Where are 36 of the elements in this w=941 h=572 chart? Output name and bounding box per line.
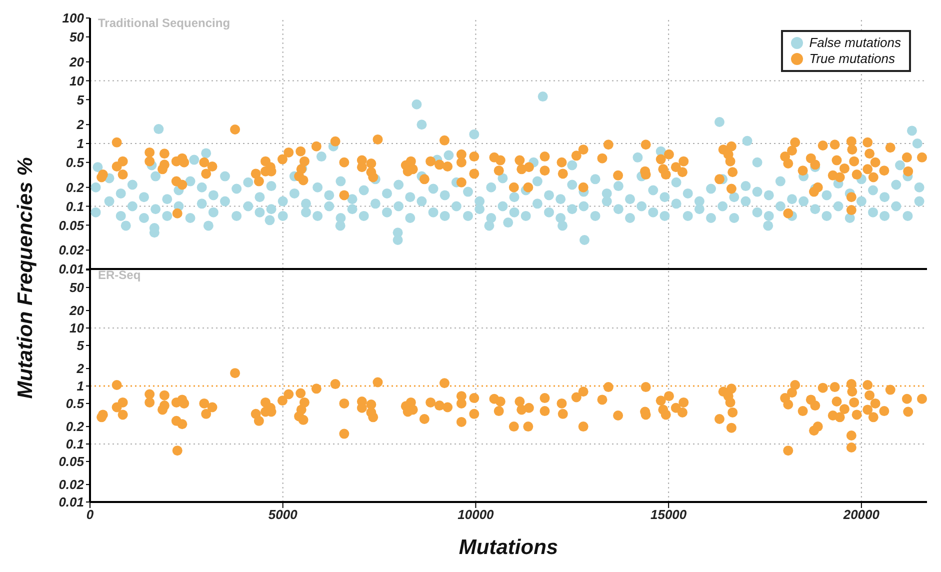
y-tick-label: 0.1 (66, 436, 84, 452)
x-tick-label: 10000 (458, 507, 495, 522)
x-tick-label: 0 (86, 507, 94, 522)
x-tick-label: 15000 (650, 507, 688, 522)
y-tick-label: 0.05 (58, 218, 85, 233)
y-tick-label: 0.2 (66, 180, 85, 195)
y-tick-label: 0.01 (58, 262, 84, 277)
legend-label: False mutations (809, 35, 901, 51)
y-tick-label: 5 (76, 338, 85, 354)
y-tick-label: 0.5 (66, 396, 85, 412)
x-tick-label: 5000 (268, 507, 298, 522)
y-tick-label: 0.1 (66, 198, 84, 214)
chart-title: ER-Seq (98, 268, 141, 282)
y-tick-label: 2 (76, 117, 85, 132)
y-tick-label: 100 (62, 10, 85, 26)
y-tick-label: 0.05 (58, 454, 85, 470)
x-axis-title: Mutations (458, 536, 560, 560)
legend-label: True mutations (809, 51, 895, 67)
chart-title: Traditional Sequencing (98, 16, 230, 30)
y-tick-label: 50 (70, 280, 85, 296)
y-axis-title: Mutation Frequencies % (14, 157, 38, 399)
y-tick-label: 0.02 (58, 477, 85, 492)
y-tick-label: 0.02 (58, 242, 85, 258)
y-tick-label: 20 (68, 54, 85, 70)
y-tick-label: 1 (76, 378, 84, 394)
y-tick-label: 0.2 (66, 419, 85, 434)
y-tick-label: 10 (70, 320, 85, 336)
y-tick-label: 0.5 (66, 155, 85, 170)
y-tick-label: 50 (70, 30, 85, 45)
y-tick-label: 0.01 (58, 494, 84, 510)
y-tick-label: 20 (68, 303, 85, 318)
y-tick-label: 1 (76, 136, 84, 152)
x-tick-label: 20000 (842, 507, 880, 522)
y-tick-label: 10 (70, 73, 85, 88)
y-tick-label: 2 (76, 361, 85, 376)
y-tick-label: 5 (76, 92, 85, 108)
